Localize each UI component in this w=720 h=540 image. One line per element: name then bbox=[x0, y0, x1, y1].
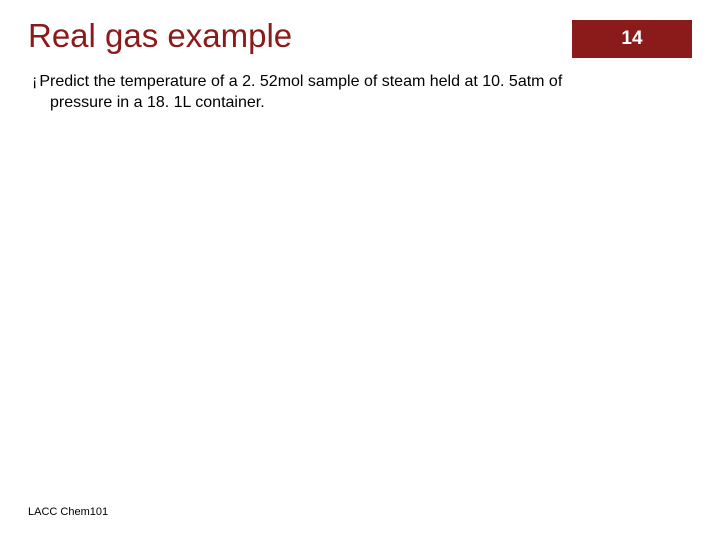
footer-text: LACC Chem101 bbox=[28, 506, 108, 518]
header-row: Real gas example 14 bbox=[28, 18, 692, 58]
body-line-2: pressure in a 18. 1L container. bbox=[32, 93, 682, 114]
body-line-1: Predict the temperature of a 2. 52mol sa… bbox=[39, 73, 562, 90]
slide-container: Real gas example 14 ¡Predict the tempera… bbox=[0, 0, 720, 540]
page-number-badge: 14 bbox=[572, 20, 692, 58]
body-text: ¡Predict the temperature of a 2. 52mol s… bbox=[28, 72, 692, 114]
slide-title: Real gas example bbox=[28, 18, 292, 54]
bullet-icon: ¡ bbox=[32, 73, 37, 90]
